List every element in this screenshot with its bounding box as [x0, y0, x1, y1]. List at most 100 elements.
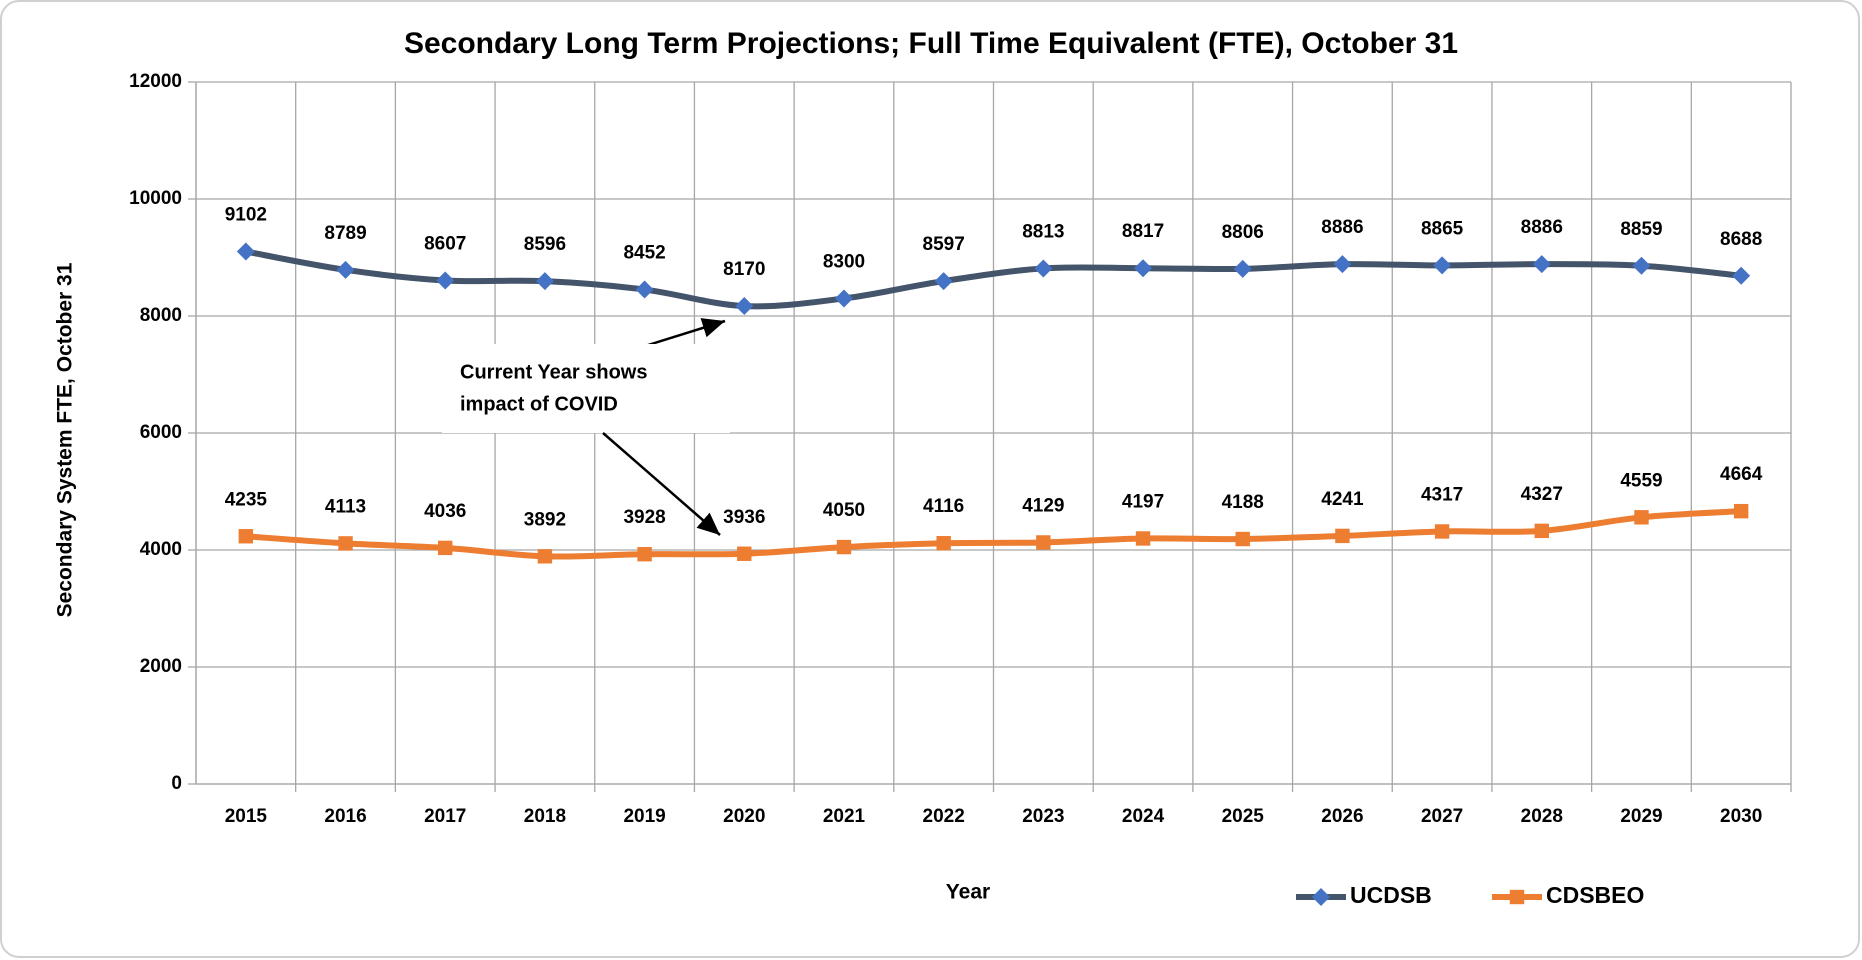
y-tick-label: 10000: [129, 188, 182, 209]
data-label: 8806: [1222, 222, 1264, 243]
marker: [535, 272, 554, 291]
data-label: 8886: [1521, 217, 1563, 238]
data-label: 8597: [923, 234, 965, 255]
data-label: 4116: [923, 496, 964, 517]
data-label: 4664: [1720, 464, 1763, 485]
marker: [1135, 531, 1151, 546]
x-tick-label: 2016: [324, 806, 366, 827]
marker: [1732, 266, 1751, 285]
marker: [1733, 503, 1749, 519]
x-tick-label: 2022: [923, 806, 965, 827]
x-tick-label: 2019: [623, 806, 665, 827]
data-label: 4036: [424, 501, 466, 522]
data-label: 8452: [623, 243, 665, 264]
y-tick-label: 2000: [140, 656, 182, 677]
marker: [1312, 888, 1330, 906]
x-tick-label: 2018: [524, 806, 566, 827]
marker: [1434, 524, 1450, 539]
data-label: 8813: [1022, 221, 1064, 242]
y-tick-label: 6000: [140, 422, 182, 443]
marker: [934, 272, 953, 291]
data-label: 4197: [1122, 491, 1164, 512]
x-tick-label: 2015: [225, 806, 268, 827]
marker: [236, 242, 255, 261]
grid: 0 2000 4000 6000 8000 10000 12000 2015 2016 2017 2…: [129, 71, 1792, 827]
marker: [1632, 256, 1651, 275]
data-label: 8865: [1421, 218, 1464, 239]
data-label: 4317: [1421, 484, 1463, 505]
marker: [836, 539, 852, 555]
marker: [336, 260, 355, 279]
x-tick-label: 2017: [424, 806, 466, 827]
data-label: 8886: [1321, 217, 1363, 238]
x-tick-label: 2020: [723, 806, 765, 827]
marker: [537, 549, 553, 564]
legend-label: UCDSB: [1350, 882, 1432, 908]
y-axis-label: Secondary System FTE, October 31: [54, 262, 77, 617]
x-tick-label: 2024: [1122, 806, 1165, 827]
data-label: 4241: [1321, 489, 1364, 510]
marker: [1433, 256, 1452, 275]
y-tick-label: 4000: [140, 539, 182, 560]
x-tick-label: 2028: [1521, 806, 1563, 827]
y-tick-label: 12000: [129, 71, 182, 92]
x-tick-label: 2023: [1022, 806, 1064, 827]
data-label: 4559: [1620, 470, 1662, 491]
x-tick-label: 2027: [1421, 806, 1463, 827]
annotation-box: [442, 344, 730, 433]
data-label: 8817: [1122, 221, 1164, 242]
data-label: 8607: [424, 234, 466, 255]
data-label: 8789: [324, 223, 366, 244]
x-tick-label: 2026: [1321, 806, 1363, 827]
data-label: 8300: [823, 251, 865, 272]
data-label: 9102: [225, 205, 267, 226]
data-label: 4327: [1521, 484, 1563, 505]
marker: [338, 536, 353, 551]
data-label: 8688: [1720, 229, 1762, 250]
plot: 9102 8789 8607 8596 8452 8170 8300 8597 8813 8817…: [225, 205, 1763, 564]
data-label: 4113: [325, 496, 366, 517]
marker: [1235, 531, 1250, 547]
x-tick-label: 2030: [1720, 806, 1762, 827]
data-label: 4188: [1222, 492, 1264, 513]
marker: [238, 529, 254, 544]
annotation-arrow: [602, 432, 721, 536]
series-line: [245, 508, 1742, 560]
x-tick-label: 2025: [1222, 806, 1265, 827]
data-label: 8859: [1620, 219, 1662, 240]
y-tick-label: 0: [171, 773, 182, 794]
marker: [637, 547, 652, 562]
marker: [1134, 259, 1153, 278]
legend: UCDSB CDSBEO: [1296, 882, 1644, 908]
data-label: 4235: [225, 489, 268, 510]
marker: [1335, 528, 1350, 544]
data-label: 4050: [823, 500, 865, 521]
marker: [834, 289, 853, 308]
annotation-text: impact of COVID: [460, 393, 618, 415]
marker: [1634, 510, 1649, 525]
marker: [1532, 255, 1551, 274]
data-label: 3936: [723, 507, 765, 528]
marker: [438, 540, 453, 556]
legend-label: CDSBEO: [1546, 882, 1644, 908]
annotation: Current Year shows impact of COVID: [442, 318, 730, 536]
data-label: 3928: [623, 507, 665, 528]
marker: [1034, 259, 1053, 278]
marker: [936, 536, 951, 551]
marker: [1233, 259, 1252, 278]
x-tick-label: 2021: [823, 806, 866, 827]
data-label: 3892: [524, 509, 566, 530]
x-axis-label: Year: [946, 881, 990, 904]
marker: [1036, 535, 1051, 550]
marker: [1534, 523, 1549, 539]
y-tick-label: 8000: [140, 305, 182, 326]
marker: [1333, 255, 1352, 274]
marker: [635, 280, 654, 299]
data-label: 8596: [524, 234, 566, 255]
marker: [735, 297, 754, 316]
data-label: 4129: [1022, 495, 1064, 516]
marker: [737, 546, 752, 561]
